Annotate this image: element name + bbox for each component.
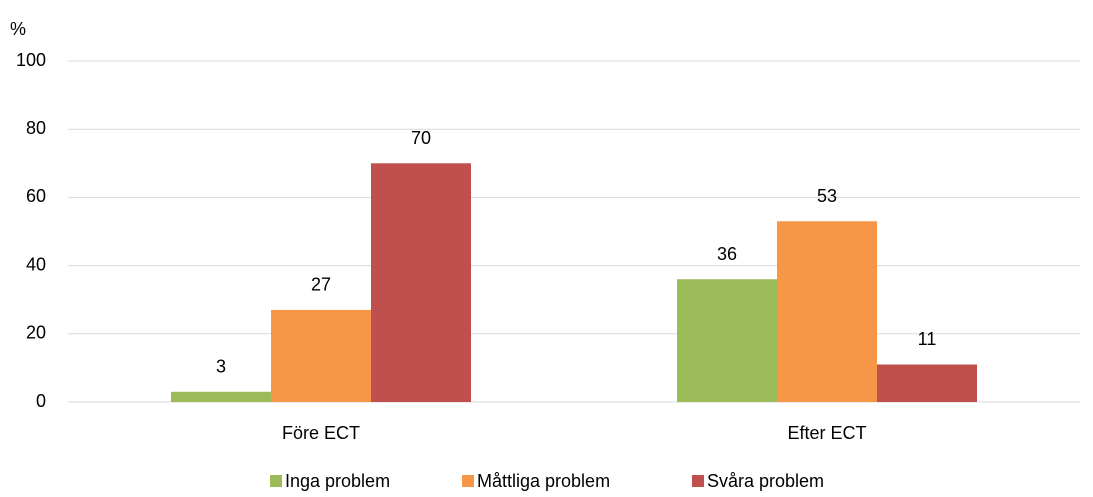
y-tick-label: 20 xyxy=(26,323,46,343)
x-tick-label: Före ECT xyxy=(282,423,360,443)
bar xyxy=(677,279,777,402)
data-label: 36 xyxy=(717,244,737,264)
legend-swatch xyxy=(692,475,704,487)
x-tick-label: Efter ECT xyxy=(787,423,866,443)
data-label: 3 xyxy=(216,357,226,377)
bar xyxy=(371,163,471,402)
legend-label: Inga problem xyxy=(285,471,390,491)
bar xyxy=(777,221,877,402)
y-tick-label: 60 xyxy=(26,186,46,206)
y-tick-label: 80 xyxy=(26,118,46,138)
bar xyxy=(171,391,271,402)
legend-label: Måttliga problem xyxy=(477,471,610,491)
data-label: 27 xyxy=(311,275,331,295)
data-label: 53 xyxy=(817,186,837,206)
legend-swatch xyxy=(270,475,282,487)
legend-label: Svåra problem xyxy=(707,471,824,491)
bar xyxy=(271,309,371,402)
y-tick-label: 100 xyxy=(16,50,46,70)
data-label: 70 xyxy=(411,128,431,148)
y-axis-label: % xyxy=(10,19,26,39)
y-tick-label: 40 xyxy=(26,254,46,274)
data-label: 11 xyxy=(918,329,937,349)
legend-swatch xyxy=(462,475,474,487)
y-tick-label: 0 xyxy=(36,391,46,411)
bar xyxy=(877,364,977,402)
